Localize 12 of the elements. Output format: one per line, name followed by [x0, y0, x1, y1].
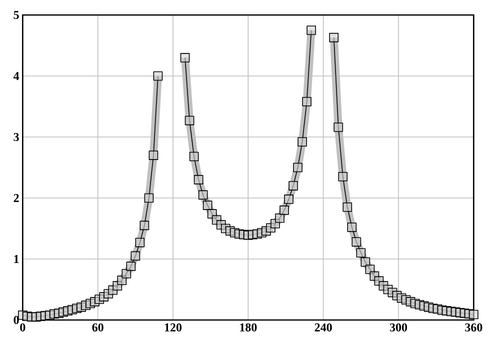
x-tick-label: 300 — [390, 323, 408, 332]
y-tick-label: 4 — [13, 72, 20, 80]
x-tick-label: 60 — [92, 323, 104, 332]
y-tick-label: 3 — [14, 132, 19, 142]
y-tick-label: 1 — [14, 255, 19, 263]
x-tick-label: 240 — [314, 323, 332, 332]
y-tick-label: 5 — [14, 11, 19, 19]
y-tick-label: 2 — [14, 194, 19, 202]
x-tick-label: 180 — [240, 323, 257, 332]
x-tick-label: 360 — [465, 323, 482, 332]
x-tick-label: 120 — [164, 323, 182, 332]
x-tick-label: 0 — [20, 323, 26, 332]
